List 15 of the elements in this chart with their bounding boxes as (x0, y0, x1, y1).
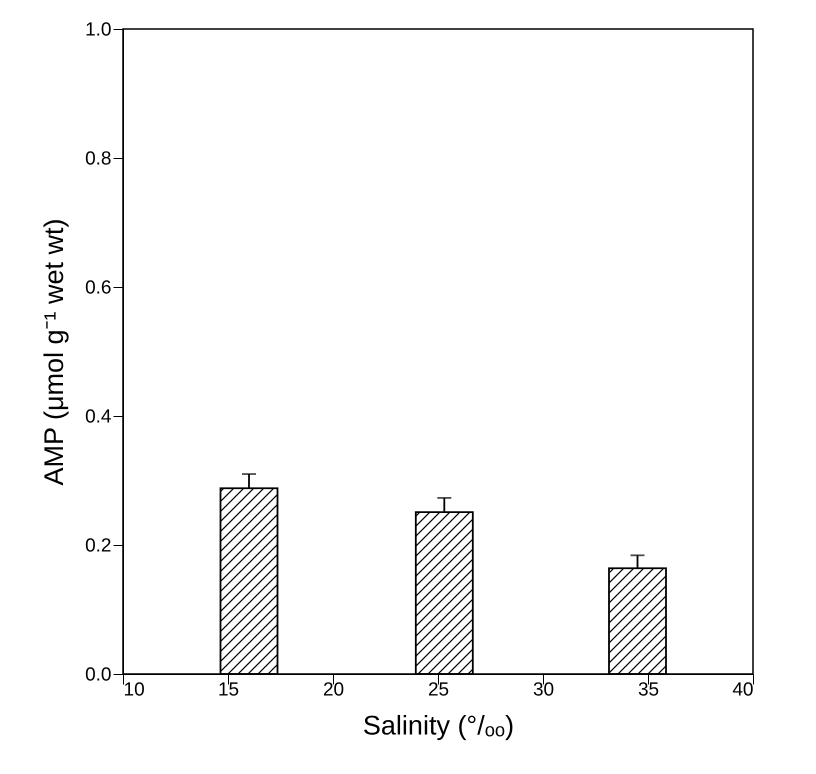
x-tick-label: 25 (428, 680, 450, 700)
x-tick-label: 35 (638, 680, 660, 700)
y-tick-label: 1.0 (85, 20, 112, 40)
x-tick-label: 30 (532, 680, 554, 700)
x-tick-label: 10 (124, 680, 145, 700)
y-tick-label: 0.8 (85, 148, 112, 170)
y-tick-label: 0.0 (85, 664, 112, 686)
y-tick-label: 0.4 (85, 406, 112, 428)
y-tick-label: 0.6 (85, 278, 112, 298)
x-tick-label: 20 (322, 680, 344, 700)
x-tick-label: 15 (218, 680, 240, 700)
y-axis-title: AMP (μmol g⁻¹ wet wt) (39, 218, 70, 486)
x-tick-label: 40 (732, 680, 754, 700)
x-axis-title: Salinity (°/ₒₒ) (362, 710, 514, 740)
y-tick-label: 0.2 (85, 536, 112, 556)
